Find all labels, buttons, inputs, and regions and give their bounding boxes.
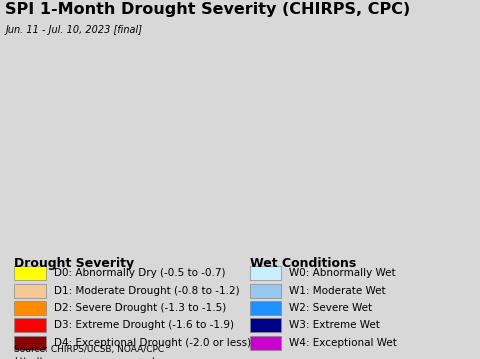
Bar: [250, 284, 281, 298]
Text: W4: Exceptional Wet: W4: Exceptional Wet: [289, 338, 397, 348]
Text: Jun. 11 - Jul. 10, 2023 [final]: Jun. 11 - Jul. 10, 2023 [final]: [6, 25, 143, 35]
Text: W3: Extreme Wet: W3: Extreme Wet: [289, 320, 380, 330]
Text: D2: Severe Drought (-1.3 to -1.5): D2: Severe Drought (-1.3 to -1.5): [54, 303, 227, 313]
Text: Drought Severity: Drought Severity: [14, 257, 134, 270]
Bar: [14, 318, 46, 332]
Text: W2: Severe Wet: W2: Severe Wet: [289, 303, 372, 313]
Text: D1: Moderate Drought (-0.8 to -1.2): D1: Moderate Drought (-0.8 to -1.2): [54, 286, 240, 295]
Text: W1: Moderate Wet: W1: Moderate Wet: [289, 286, 386, 295]
Bar: [14, 284, 46, 298]
Bar: [250, 336, 281, 350]
Text: D3: Extreme Drought (-1.6 to -1.9): D3: Extreme Drought (-1.6 to -1.9): [54, 320, 234, 330]
Bar: [250, 266, 281, 280]
Bar: [14, 266, 46, 280]
Text: Source: CHIRPS/UCSB, NOAA/CPC
http://www.cpc.ncep.noaa.gov/: Source: CHIRPS/UCSB, NOAA/CPC http://www…: [14, 345, 165, 359]
Text: SPI 1-Month Drought Severity (CHIRPS, CPC): SPI 1-Month Drought Severity (CHIRPS, CP…: [5, 2, 410, 17]
Text: D4: Exceptional Drought (-2.0 or less): D4: Exceptional Drought (-2.0 or less): [54, 338, 252, 348]
Text: W0: Abnormally Wet: W0: Abnormally Wet: [289, 268, 396, 278]
Text: D0: Abnormally Dry (-0.5 to -0.7): D0: Abnormally Dry (-0.5 to -0.7): [54, 268, 226, 278]
Bar: [250, 318, 281, 332]
Bar: [14, 336, 46, 350]
Bar: [14, 301, 46, 315]
Text: Wet Conditions: Wet Conditions: [250, 257, 356, 270]
Bar: [250, 301, 281, 315]
